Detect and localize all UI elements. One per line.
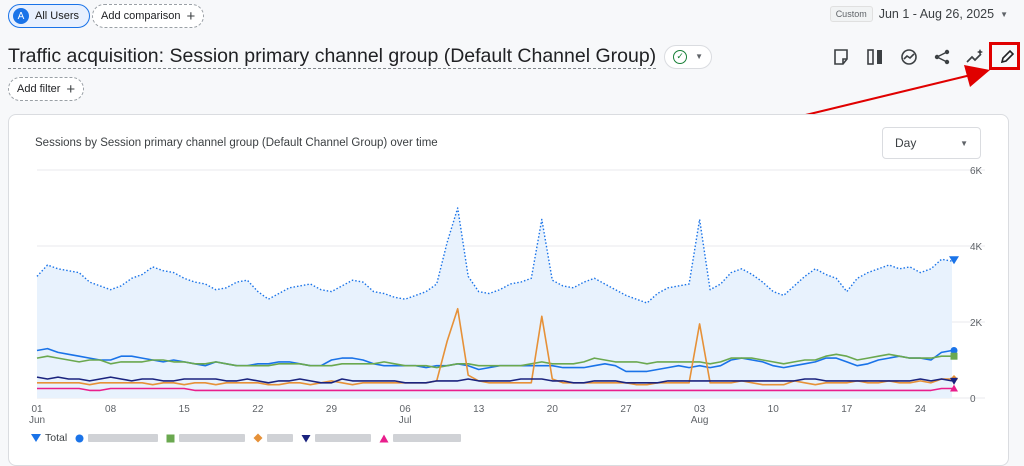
x-tick-label: 20 (547, 404, 559, 415)
total-area-fill (37, 208, 952, 398)
date-range-picker[interactable]: Custom Jun 1 - Aug 26, 2025 ▼ (829, 6, 1008, 22)
end-marker (950, 347, 958, 354)
y-tick-label: 2K (970, 318, 983, 329)
share-icon (934, 49, 950, 65)
legend-item-series[interactable] (301, 434, 372, 443)
notes-icon (834, 49, 848, 65)
insights-button[interactable] (894, 42, 924, 72)
redacted-series-name (267, 434, 294, 442)
x-tick-label: 06 (400, 404, 412, 415)
redacted-series-name (179, 434, 246, 442)
diamond-marker-icon (253, 433, 263, 443)
legend-item-series[interactable] (253, 433, 294, 443)
plus-icon: + (66, 80, 76, 98)
date-range-text: Jun 1 - Aug 26, 2025 (878, 7, 995, 21)
add-comparison-label: Add comparison (101, 10, 181, 22)
compare-columns-icon (867, 49, 882, 65)
series-line (36, 376, 953, 384)
granularity-select[interactable]: Day ▼ (882, 127, 981, 159)
x-tick-label: 15 (179, 404, 191, 415)
x-tick-month-label: Jun (29, 415, 45, 426)
notes-button[interactable] (826, 42, 856, 72)
legend-item-series[interactable] (379, 434, 462, 443)
x-tick-label: 10 (768, 404, 780, 415)
series-line (36, 353, 952, 369)
spark-insights-button[interactable] (960, 42, 990, 72)
add-filter-button[interactable]: Add filter + (8, 77, 85, 101)
insights-icon (901, 49, 917, 65)
pencil-edit-icon (1000, 49, 1015, 64)
series-line (37, 387, 952, 392)
x-tick-label: 24 (915, 404, 927, 415)
y-tick-label: 4K (970, 242, 983, 253)
x-tick-label: 22 (252, 404, 264, 415)
redacted-series-name (315, 434, 372, 442)
x-tick-month-label: Aug (691, 415, 709, 426)
legend-item-total[interactable]: Total (30, 432, 67, 444)
segment-chip-all-users[interactable]: A All Users (8, 4, 91, 28)
redacted-series-name (88, 434, 159, 442)
y-tick-label: 6K (970, 166, 983, 177)
chevron-down-icon: ▼ (960, 138, 968, 148)
date-range-badge: Custom (829, 6, 873, 22)
triangle-up-marker-icon (379, 434, 389, 442)
x-tick-label: 03 (694, 404, 706, 415)
x-tick-label: 13 (473, 404, 485, 415)
series-line (37, 307, 952, 386)
top-bar: A All Users Add comparison + Custom Jun … (0, 0, 1024, 32)
legend-item-series[interactable] (75, 434, 159, 443)
title-row: Traffic acquisition: Session primary cha… (8, 44, 713, 69)
end-marker (949, 256, 959, 265)
report-status-button[interactable]: ✓ ▼ (664, 44, 713, 69)
end-marker (950, 377, 958, 385)
compare-button[interactable] (860, 42, 890, 72)
legend-total-label: Total (45, 432, 68, 444)
x-tick-label: 29 (326, 404, 338, 415)
x-tick-label: 17 (841, 404, 853, 415)
x-tick-month-label: Jul (399, 415, 412, 426)
chart-title: Sessions by Session primary channel grou… (35, 137, 438, 149)
segment-avatar: A (13, 8, 29, 24)
circle-marker-icon (75, 434, 84, 442)
chart-legend: Total (30, 432, 469, 444)
total-pin-icon (31, 434, 41, 442)
x-tick-label: 01 (31, 404, 43, 415)
y-tick-label: 0 (970, 394, 976, 405)
spark-insights-icon (966, 49, 983, 63)
legend-item-series[interactable] (166, 434, 246, 443)
chevron-down-icon: ▼ (695, 52, 704, 61)
redacted-series-name (393, 434, 462, 442)
end-marker (950, 384, 958, 392)
add-filter-label: Add filter (17, 83, 61, 95)
check-circle-icon: ✓ (673, 49, 688, 64)
x-tick-label: 08 (105, 404, 117, 415)
granularity-value: Day (895, 136, 917, 150)
series-line-total (36, 207, 953, 304)
share-button[interactable] (927, 42, 957, 72)
x-tick-label: 27 (620, 404, 632, 415)
chevron-down-icon: ▼ (1000, 9, 1008, 19)
edit-button-highlight-box (989, 42, 1020, 70)
edit-report-button[interactable] (992, 42, 1022, 72)
page-title: Traffic acquisition: Session primary cha… (8, 45, 657, 69)
plus-icon: + (186, 7, 196, 25)
triangle-down-marker-icon (301, 434, 311, 442)
square-marker-icon (166, 434, 175, 442)
add-comparison-button[interactable]: Add comparison + (92, 4, 205, 28)
segment-label: All Users (35, 10, 80, 22)
end-marker (950, 352, 958, 360)
